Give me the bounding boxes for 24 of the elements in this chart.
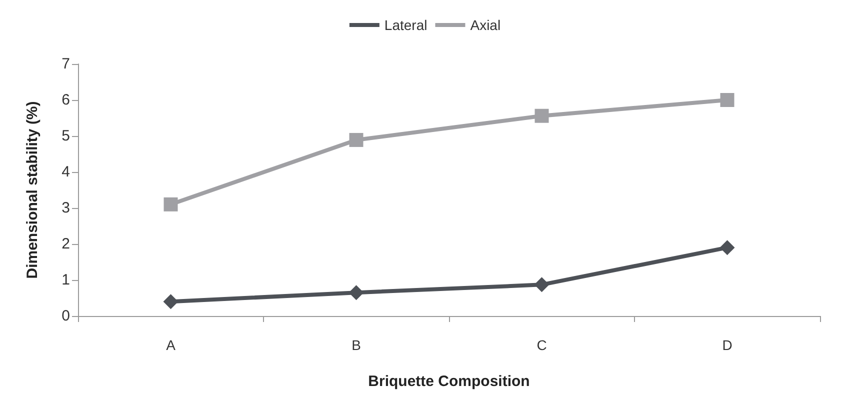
y-tick-label: 2 xyxy=(62,236,70,252)
point xyxy=(349,132,364,147)
y-tick-label: 7 xyxy=(62,56,70,72)
legend-label: Axial xyxy=(470,17,501,33)
x-axis-title: Briquette Composition xyxy=(368,373,530,390)
x-tick-label: B xyxy=(352,337,361,353)
legend-label: Lateral xyxy=(384,17,428,33)
y-tick-label: 4 xyxy=(62,164,70,180)
x-tick-label: A xyxy=(166,337,176,353)
point xyxy=(534,108,549,123)
y-tick-label: 0 xyxy=(62,308,70,324)
y-tick-label: 3 xyxy=(62,200,70,216)
y-tick-label: 1 xyxy=(62,272,70,288)
point xyxy=(720,93,734,107)
point xyxy=(348,285,364,300)
y-axis-title: Dimensional stability (%) xyxy=(24,101,41,279)
point xyxy=(163,294,178,310)
x-tick-label: D xyxy=(722,337,732,353)
point xyxy=(720,240,735,256)
point xyxy=(534,277,550,292)
y-tick-label: 6 xyxy=(62,92,70,108)
y-tick-label: 5 xyxy=(62,128,70,144)
x-tick-label: C xyxy=(536,337,547,353)
point xyxy=(164,197,178,212)
